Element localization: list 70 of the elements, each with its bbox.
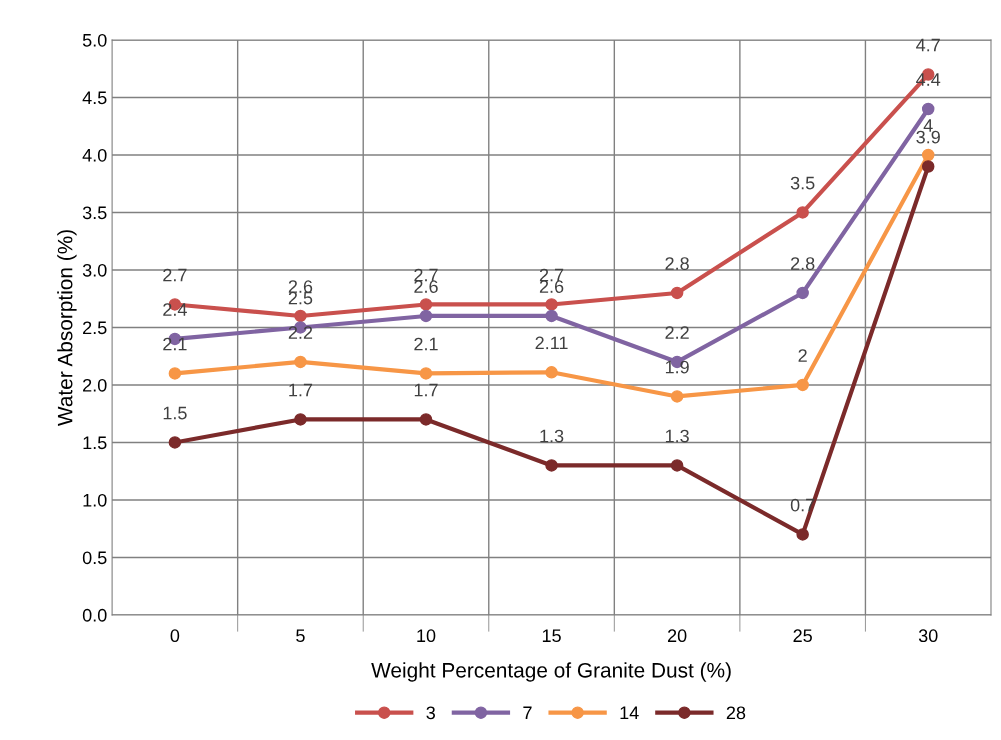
y-tick-label: 4.0 (82, 148, 107, 162)
y-tick-label: 3.5 (82, 206, 107, 220)
y-axis-title: Water Absorption (%) (57, 230, 77, 426)
x-tick-label: 20 (667, 629, 687, 643)
point (545, 459, 558, 472)
data-label: 2 (798, 349, 807, 362)
data-label: 2.11 (535, 336, 568, 350)
data-label: 2.7 (539, 268, 564, 282)
point (921, 148, 935, 162)
legend-label: 7 (523, 706, 532, 720)
data-label: 3.5 (790, 176, 815, 190)
point (168, 367, 182, 380)
x-axis-title: Weight Percentage of Granite Dust (%) (371, 662, 731, 682)
x-tick-label: 10 (417, 629, 436, 643)
point (796, 378, 809, 392)
x-tick-label: 0 (170, 629, 180, 643)
y-tick-label: 3.0 (82, 263, 107, 277)
data-label: 2.6 (539, 280, 564, 293)
legend-label: 28 (726, 706, 746, 720)
legend-label: 14 (620, 706, 639, 720)
data-label: 1.7 (414, 383, 438, 397)
data-label: 2.8 (791, 257, 815, 270)
legend-label: 3 (426, 706, 435, 720)
point (921, 160, 935, 173)
y-tick-label: 1.0 (83, 493, 107, 507)
data-label: 2.8 (665, 257, 689, 270)
x-tick-label: 25 (793, 629, 812, 643)
data-label: 1.7 (289, 383, 313, 397)
point (545, 298, 558, 311)
data-label: 1.3 (540, 429, 564, 443)
y-tick-label: 0.5 (82, 551, 107, 565)
x-tick-label: 15 (542, 629, 561, 643)
data-label: 4 (923, 119, 933, 132)
data-label: 1.5 (163, 406, 187, 420)
point (796, 528, 809, 541)
point (168, 436, 182, 449)
data-label: 3.9 (916, 130, 940, 144)
point (670, 390, 684, 403)
data-label: 2.7 (163, 268, 187, 282)
data-label: 1.3 (665, 429, 689, 443)
data-label: 2.6 (414, 280, 438, 293)
point (419, 309, 433, 323)
point (419, 413, 433, 426)
data-label: 2.1 (414, 337, 438, 351)
data-label: 1.9 (665, 360, 689, 374)
point (796, 206, 809, 219)
data-label: 2.5 (288, 291, 313, 305)
data-label: 2.7 (414, 268, 438, 282)
x-tick-label: 5 (296, 629, 305, 643)
point (545, 366, 558, 379)
point (670, 459, 684, 472)
point (294, 309, 307, 323)
data-label: 2.2 (665, 326, 689, 339)
point (294, 413, 307, 426)
data-label: 2.1 (163, 337, 187, 351)
point (294, 355, 307, 369)
y-tick-label: 5.0 (82, 33, 107, 47)
y-tick-label: 4.5 (82, 91, 107, 105)
point (796, 286, 809, 300)
data-label: 4.7 (916, 38, 940, 52)
point (419, 298, 433, 311)
point (670, 286, 684, 300)
y-tick-label: 0.0 (82, 608, 107, 622)
point (545, 309, 558, 323)
point (921, 102, 935, 116)
x-tick-label: 30 (918, 629, 938, 643)
point (419, 367, 433, 380)
y-tick-label: 1.5 (83, 436, 107, 450)
y-tick-label: 2.0 (83, 378, 107, 392)
y-tick-label: 2.5 (83, 321, 107, 335)
